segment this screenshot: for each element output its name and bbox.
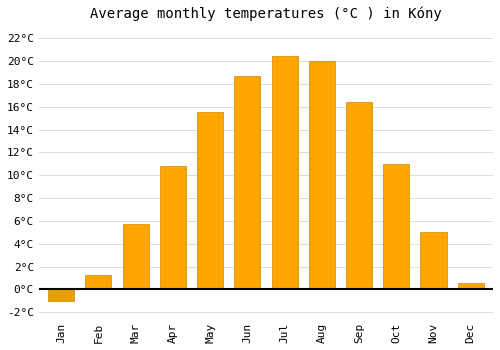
Bar xyxy=(234,76,260,289)
Bar xyxy=(383,164,409,289)
Bar xyxy=(86,274,112,289)
Bar xyxy=(458,282,483,289)
Bar xyxy=(420,232,446,289)
Bar xyxy=(308,61,335,289)
Bar xyxy=(48,289,74,301)
Bar xyxy=(346,102,372,289)
Bar xyxy=(160,166,186,289)
Bar xyxy=(197,112,223,289)
Title: Average monthly temperatures (°C ) in Kóny: Average monthly temperatures (°C ) in Kó… xyxy=(90,7,442,21)
Bar xyxy=(272,56,297,289)
Bar xyxy=(122,224,148,289)
